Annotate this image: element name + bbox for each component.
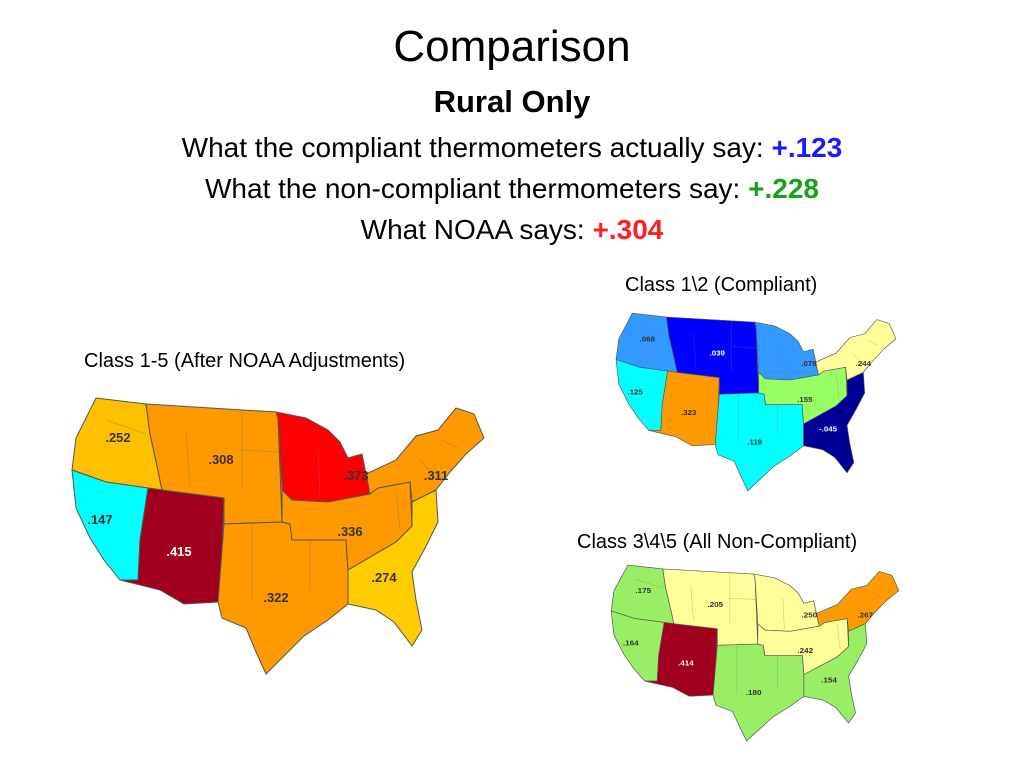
region-label-southeast: .274	[371, 570, 397, 585]
region-label-east-north-central: .250	[802, 611, 818, 620]
region-label-central: .155	[797, 395, 813, 404]
region-label-northwest: .252	[105, 430, 130, 445]
region-label-south: .322	[263, 590, 288, 605]
region-label-west-north-central: .308	[208, 452, 233, 467]
compliant-us-map: .068 .125 .323 .039 .119 .078 .155 .244 -.045	[615, 312, 897, 492]
region-label-central: .242	[797, 646, 813, 655]
region-southeast	[347, 489, 439, 647]
noaa-us-map: .252 .147 .415 .308 .322 .373 .336 .311 .274	[71, 397, 485, 675]
region-label-northwest: .068	[640, 335, 656, 344]
compliant-map-caption: Class 1\2 (Compliant)	[625, 274, 818, 296]
region-label-northeast: .311	[424, 468, 449, 483]
region-label-west: .125	[627, 387, 643, 396]
region-label-east-north-central: .078	[801, 359, 817, 368]
region-label-west: .147	[87, 512, 112, 527]
noncompliant-map-caption: Class 3\4\5 (All Non-Compliant)	[577, 531, 858, 553]
region-label-southeast: -.045	[819, 425, 838, 434]
region-label-southwest: .414	[678, 659, 694, 668]
region-northeast	[816, 571, 900, 632]
region-northeast	[365, 407, 485, 503]
region-east-north-central	[754, 321, 819, 381]
state-borders	[105, 410, 459, 600]
region-label-west-north-central: .205	[707, 600, 723, 609]
page-subtitle: Rural Only	[433, 84, 591, 119]
region-label-south: .180	[746, 688, 762, 697]
noncompliant-value: +.228	[748, 173, 819, 204]
region-label-southeast: .154	[821, 676, 837, 685]
region-southeast	[803, 623, 868, 724]
region-northeast	[815, 319, 897, 381]
region-label-west: .164	[623, 639, 639, 648]
region-southeast	[803, 371, 866, 474]
noncompliant-line: What the non-compliant thermometers say:…	[0, 171, 1024, 207]
compliant-line: What the compliant thermometers actually…	[0, 130, 1024, 166]
compliant-value: +.123	[771, 132, 843, 163]
page-title: Comparison	[393, 22, 631, 71]
compliant-line-text: What the compliant thermometers actually…	[181, 132, 764, 163]
region-label-northwest: .175	[635, 586, 651, 595]
region-east-north-central	[275, 411, 371, 503]
noaa-map-caption: Class 1-5 (After NOAA Adjustments)	[84, 350, 406, 372]
noncompliant-us-map: .175 .164 .414 .205 .180 .250 .242 .267 .154	[610, 564, 900, 742]
noncompliant-line-text: What the non-compliant thermometers say:	[205, 173, 741, 204]
region-label-south: .119	[747, 438, 762, 447]
noaa-value: +.304	[592, 214, 664, 245]
region-label-east-north-central: .373	[343, 468, 368, 483]
state-borders	[634, 572, 881, 694]
region-label-west-north-central: .039	[710, 349, 725, 358]
region-label-northeast: .267	[857, 611, 873, 620]
noaa-line-text: What NOAA says:	[360, 214, 585, 245]
region-label-southwest: .415	[166, 544, 191, 559]
region-east-north-central	[753, 573, 820, 632]
noaa-line: What NOAA says: +.304	[0, 212, 1024, 248]
state-borders	[639, 320, 879, 444]
region-label-northeast: .244	[856, 359, 872, 368]
region-label-southwest: .323	[681, 408, 696, 417]
region-label-central: .336	[337, 524, 362, 539]
